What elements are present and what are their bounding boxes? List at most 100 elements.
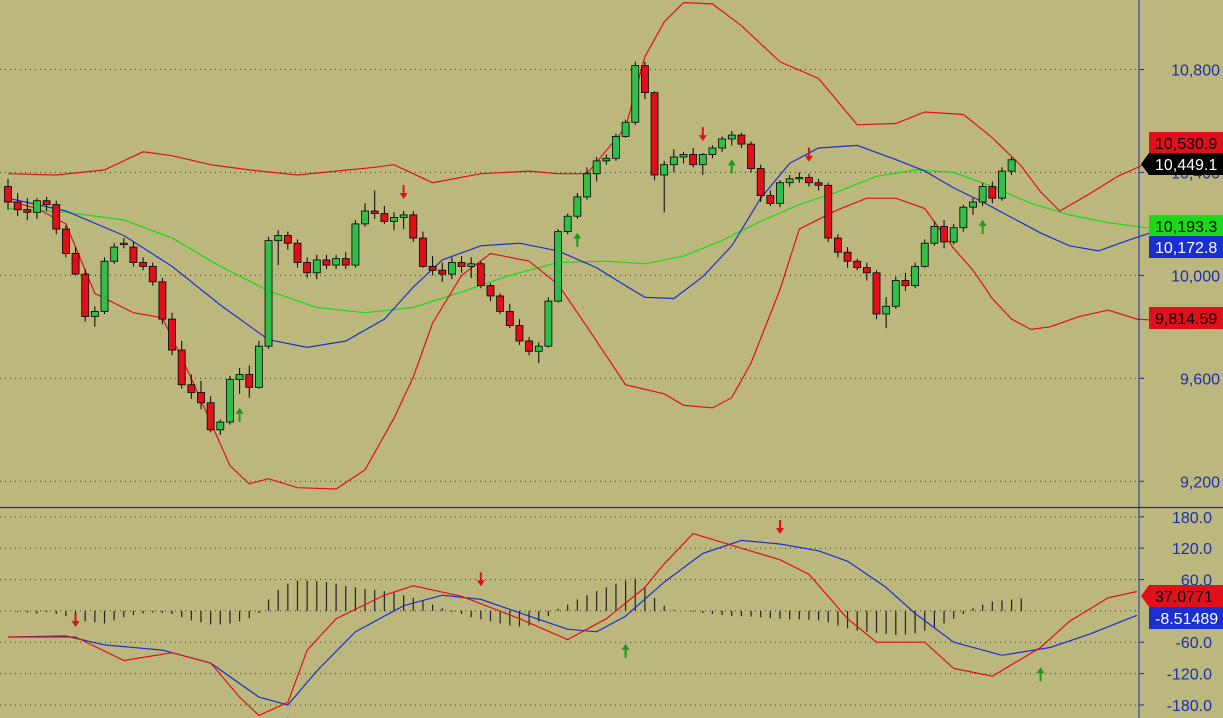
candle-down <box>380 213 389 222</box>
candle-down <box>805 177 813 184</box>
candle-up <box>467 263 476 267</box>
oscillator-value-label-tag <box>1141 585 1223 607</box>
candle-up <box>776 182 784 204</box>
candle-up <box>969 201 977 208</box>
candle-down <box>129 246 138 263</box>
candle-down <box>177 349 186 386</box>
candle-up <box>679 154 688 158</box>
candle-down <box>689 154 698 166</box>
candle-up <box>544 300 553 347</box>
candle-down <box>824 184 833 239</box>
candle-up <box>361 210 369 225</box>
oscillator-tick-label: 180.0 <box>1172 510 1212 527</box>
candle-up <box>708 147 717 155</box>
candlestick-series <box>4 61 1016 435</box>
candle-up <box>110 246 119 262</box>
sell-arrow-icon-head <box>71 621 80 628</box>
candle-down <box>940 226 948 243</box>
candle-down <box>496 295 505 312</box>
candle-up <box>998 170 1006 199</box>
price-indicator-lines <box>7 1 1177 490</box>
candle-up <box>254 345 263 388</box>
sell-arrow-icon-head <box>399 193 408 200</box>
sell-arrow-icon-head <box>776 528 784 535</box>
price-value-label-tag <box>1141 153 1223 175</box>
price-value-label-text: 9,814.59 <box>1155 311 1217 328</box>
candle-down <box>515 325 524 342</box>
signal-arrows <box>71 127 1045 718</box>
candle-down <box>834 237 842 253</box>
candle-up <box>698 154 707 166</box>
price-tick-label: 10,000 <box>1171 268 1220 285</box>
candle-up <box>33 200 41 213</box>
price-value-label-tag <box>1149 132 1223 154</box>
sell-arrow-icon-head <box>804 155 813 162</box>
oscillator-value-labels: 37.0771 -8.51489 <box>1141 585 1223 629</box>
candle-down <box>872 272 881 315</box>
candle-down <box>322 259 331 266</box>
candle-up <box>264 240 273 347</box>
candle-up <box>563 215 572 233</box>
price-value-label-tag <box>1149 236 1223 258</box>
candle-up <box>119 242 128 245</box>
candle-up <box>226 379 234 423</box>
candle-down <box>486 285 495 297</box>
candle-up <box>612 136 620 159</box>
candle-up <box>669 156 678 166</box>
slow-moving-average-line <box>7 169 1176 314</box>
candle-up <box>592 160 601 175</box>
candle-down <box>206 402 215 431</box>
candle-down <box>370 210 379 215</box>
candle-up <box>920 242 929 267</box>
candle-down <box>158 281 167 320</box>
candle-down <box>843 251 852 262</box>
candle-up <box>90 311 99 317</box>
bollinger-lower-band <box>7 197 1176 490</box>
candle-down <box>737 134 746 145</box>
candle-down <box>853 260 862 269</box>
candle-up <box>911 265 919 287</box>
bollinger-upper-band <box>7 1 1177 212</box>
candle-up <box>930 226 939 244</box>
candle-down <box>341 258 350 266</box>
candle-down <box>283 235 292 244</box>
candle-down <box>409 214 418 239</box>
candle-up <box>573 196 582 217</box>
candle-down <box>747 143 755 169</box>
candle-up <box>399 214 408 218</box>
candle-down <box>303 262 312 274</box>
candle-down <box>62 228 70 254</box>
candle-down <box>650 92 659 176</box>
candle-up <box>718 138 726 149</box>
candle-down <box>245 374 254 388</box>
candle-up <box>274 235 283 242</box>
price-value-label-text: 10,193.3 <box>1155 219 1217 236</box>
oscillator-signal-line <box>7 539 1138 706</box>
candle-up <box>554 231 562 302</box>
oscillator-tick-label: -180.0 <box>1167 698 1212 715</box>
candle-up <box>660 164 669 176</box>
oscillator-tick-label: 120.0 <box>1172 541 1212 558</box>
candle-down <box>766 195 775 204</box>
candle-down <box>13 201 22 211</box>
oscillator-lines <box>7 532 1138 717</box>
price-value-label-text: 10,449.1 <box>1155 157 1217 174</box>
price-value-labels: 10,530.9 10,449.1 10,193.3 10,172.8 9,814.59 <box>1141 132 1223 329</box>
sell-arrow-icon-head <box>698 135 707 142</box>
candle-up <box>959 206 968 229</box>
price-tick-label: 10,800 <box>1171 62 1220 79</box>
candle-up <box>891 280 900 307</box>
candle-down <box>862 267 871 274</box>
price-value-label-text: 10,172.8 <box>1155 240 1217 257</box>
candle-up <box>882 305 891 315</box>
candle-down <box>81 273 90 317</box>
candle-up <box>785 178 794 184</box>
candle-down <box>4 186 12 203</box>
candle-down <box>168 318 176 351</box>
candle-down <box>71 253 80 275</box>
candle-up <box>534 345 543 352</box>
